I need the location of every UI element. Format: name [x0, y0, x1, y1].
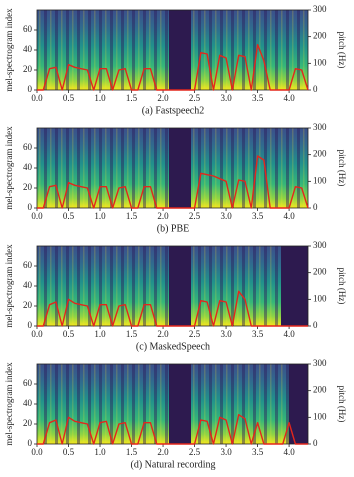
x-tick-label: 1.0 [94, 93, 106, 103]
y2-tick-label: 0 [313, 84, 318, 94]
x-tick-label: 2.0 [157, 211, 169, 221]
x-tick-label: 0.5 [63, 93, 75, 103]
y2-axis-label: pitch (Hz) [337, 32, 347, 69]
y-tick-label: 60 [23, 260, 33, 270]
silence-region [169, 364, 191, 444]
y-tick-label: 0 [28, 84, 33, 94]
y2-axis-label: pitch (Hz) [337, 150, 347, 187]
panel: 0.0 0.5 1.0 1.5 2.0 2.5 3.0 3.5 4.0 0 20 40 60 0 100 20… [4, 240, 347, 352]
y-tick-label: 60 [23, 378, 33, 388]
y-tick-label: 20 [23, 64, 33, 74]
silence-region [289, 364, 308, 444]
x-tick-label: 0.5 [63, 447, 75, 457]
y-axis-label: mel-spectrogram index [4, 244, 14, 328]
x-tick-label: 0.5 [63, 211, 75, 221]
y-axis-label: mel-spectrogram index [4, 362, 14, 446]
y-tick-label: 0 [28, 202, 33, 212]
y-tick-label: 40 [23, 398, 33, 408]
caption: (b) PBE [157, 223, 190, 234]
x-tick-label: 4.0 [283, 211, 295, 221]
y2-tick-label: 200 [313, 149, 327, 159]
y2-tick-label: 0 [313, 320, 318, 330]
x-tick-label: 0.0 [31, 211, 43, 221]
caption: (a) Fastspeech2 [142, 105, 204, 116]
y2-tick-label: 200 [313, 385, 327, 395]
y-tick-label: 20 [23, 182, 33, 192]
pitch-line [37, 413, 308, 445]
y2-tick-label: 0 [313, 202, 318, 212]
caption: (d) Natural recording [131, 459, 216, 470]
y2-tick-label: 100 [313, 175, 327, 185]
y2-tick-label: 300 [313, 122, 327, 132]
x-tick-label: 0.0 [31, 447, 43, 457]
x-tick-label: 0.0 [31, 329, 43, 339]
y-axis-label: mel-spectrogram index [4, 8, 14, 92]
y2-axis-label: pitch (Hz) [337, 386, 347, 423]
y2-tick-label: 200 [313, 31, 327, 41]
pitch-line [37, 43, 309, 91]
x-tick-label: 1.0 [94, 447, 106, 457]
y-tick-label: 40 [23, 162, 33, 172]
x-tick-label: 2.0 [157, 329, 169, 339]
panel: 0.0 0.5 1.0 1.5 2.0 2.5 3.0 3.5 4.0 0 20 40 60 0 100 20… [4, 358, 347, 470]
y2-tick-label: 100 [313, 293, 327, 303]
x-tick-label: 3.5 [252, 211, 264, 221]
x-tick-label: 3.0 [220, 93, 232, 103]
panel: 0.0 0.5 1.0 1.5 2.0 2.5 3.0 3.5 4.0 0 20 40 60 0 100 20… [4, 122, 347, 234]
silence-region [281, 246, 308, 326]
x-tick-label: 3.5 [252, 329, 264, 339]
x-tick-label: 2.5 [189, 93, 201, 103]
x-tick-label: 1.5 [126, 211, 138, 221]
y-tick-label: 0 [28, 320, 33, 330]
x-tick-label: 1.0 [94, 211, 106, 221]
panel: 0.0 0.5 1.0 1.5 2.0 2.5 3.0 3.5 4.0 0 20 40 60 0 100 20… [4, 4, 347, 116]
y-axis-label: mel-spectrogram index [4, 126, 14, 210]
x-tick-label: 2.5 [189, 211, 201, 221]
x-tick-label: 3.5 [252, 93, 264, 103]
x-tick-label: 0.5 [63, 329, 75, 339]
x-tick-label: 2.0 [157, 447, 169, 457]
y2-tick-label: 100 [313, 57, 327, 67]
x-tick-label: 1.5 [126, 329, 138, 339]
y-tick-label: 60 [23, 24, 33, 34]
x-tick-label: 1.5 [126, 447, 138, 457]
x-tick-label: 1.5 [126, 93, 138, 103]
y-tick-label: 0 [28, 438, 33, 448]
x-tick-label: 0.0 [31, 93, 43, 103]
x-tick-label: 2.5 [189, 447, 201, 457]
y-tick-label: 20 [23, 418, 33, 428]
y-tick-label: 60 [23, 142, 33, 152]
x-tick-label: 4.0 [283, 447, 295, 457]
y2-tick-label: 0 [313, 438, 318, 448]
silence-region [169, 246, 191, 326]
silence-region [169, 10, 191, 90]
x-tick-label: 3.0 [220, 211, 232, 221]
x-tick-label: 3.0 [220, 447, 232, 457]
x-tick-label: 4.0 [283, 329, 295, 339]
x-tick-label: 3.0 [220, 329, 232, 339]
y2-tick-label: 100 [313, 411, 327, 421]
y2-tick-label: 200 [313, 267, 327, 277]
x-tick-label: 1.0 [94, 329, 106, 339]
caption: (c) MaskedSpeech [136, 341, 210, 352]
y-tick-label: 20 [23, 300, 33, 310]
x-tick-label: 2.5 [189, 329, 201, 339]
x-tick-label: 4.0 [283, 93, 295, 103]
x-tick-label: 2.0 [157, 93, 169, 103]
y2-axis-label: pitch (Hz) [337, 268, 347, 305]
silence-region [169, 128, 191, 208]
pitch-line [37, 155, 309, 209]
y-tick-label: 40 [23, 280, 33, 290]
y-tick-label: 40 [23, 44, 33, 54]
pitch-line [37, 290, 308, 327]
x-tick-label: 3.5 [252, 447, 264, 457]
y2-tick-label: 300 [313, 358, 327, 368]
y2-tick-label: 300 [313, 4, 327, 14]
y2-tick-label: 300 [313, 240, 327, 250]
